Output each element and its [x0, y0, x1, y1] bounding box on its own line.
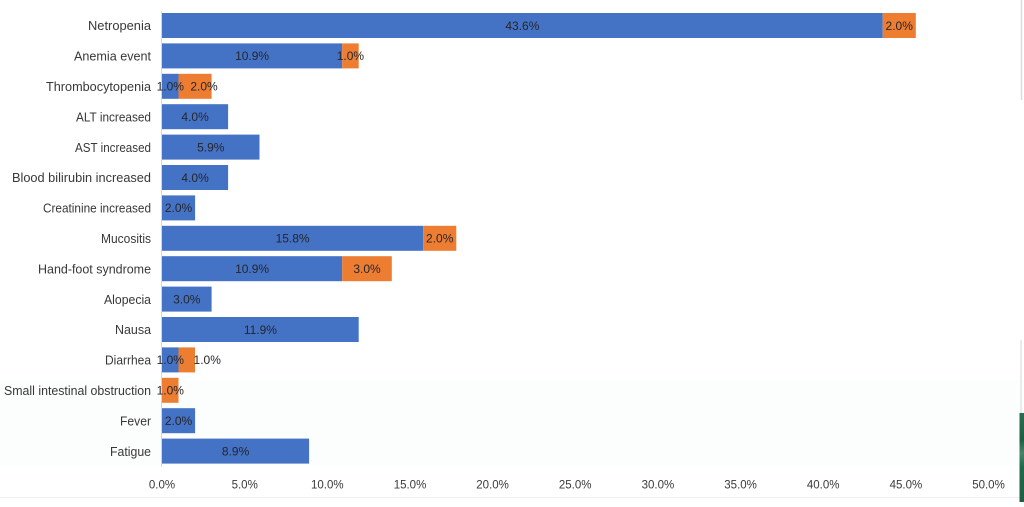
svg-text:Fatigue: Fatigue — [110, 444, 151, 459]
svg-text:45.0%: 45.0% — [890, 480, 923, 492]
svg-text:40.0%: 40.0% — [807, 480, 840, 492]
svg-text:1.0%: 1.0% — [337, 49, 365, 63]
svg-text:2.0%: 2.0% — [165, 414, 193, 428]
svg-text:Netropenia: Netropenia — [88, 18, 152, 33]
svg-text:5.0%: 5.0% — [232, 480, 258, 492]
svg-text:15.8%: 15.8% — [276, 232, 310, 246]
svg-text:1.0%: 1.0% — [157, 353, 185, 367]
svg-text:Small intestinal obstruction: Small intestinal obstruction — [4, 383, 151, 398]
svg-text:Thrombocytopenia: Thrombocytopenia — [46, 79, 152, 94]
svg-text:3.0%: 3.0% — [173, 292, 201, 306]
svg-text:10.9%: 10.9% — [235, 49, 269, 63]
svg-text:AST increased: AST increased — [75, 140, 151, 155]
svg-text:Anemia event: Anemia event — [74, 49, 151, 64]
svg-text:Blood bilirubin increased: Blood bilirubin increased — [12, 170, 151, 185]
svg-text:1.0%: 1.0% — [157, 384, 185, 398]
svg-text:2.0%: 2.0% — [426, 232, 454, 246]
svg-text:2.0%: 2.0% — [165, 201, 193, 215]
svg-text:43.6%: 43.6% — [505, 19, 539, 33]
svg-text:ALT increased: ALT increased — [76, 109, 151, 124]
svg-text:10.9%: 10.9% — [235, 262, 269, 276]
svg-text:8.9%: 8.9% — [222, 444, 250, 458]
svg-text:35.0%: 35.0% — [724, 480, 757, 492]
svg-text:50.0%: 50.0% — [972, 480, 1005, 492]
svg-text:Hand-foot syndrome: Hand-foot syndrome — [38, 261, 151, 276]
svg-text:Diarrhea: Diarrhea — [105, 353, 152, 368]
svg-text:2.0%: 2.0% — [190, 80, 218, 94]
svg-text:2.0%: 2.0% — [886, 19, 914, 33]
svg-text:Fever: Fever — [120, 413, 152, 428]
svg-text:1.0%: 1.0% — [157, 80, 185, 94]
svg-text:1.0%: 1.0% — [194, 353, 222, 367]
svg-text:20.0%: 20.0% — [476, 480, 509, 492]
svg-text:Alopecia: Alopecia — [104, 292, 152, 307]
svg-text:15.0%: 15.0% — [394, 480, 427, 492]
svg-text:Creatinine increased: Creatinine increased — [43, 201, 151, 216]
svg-text:25.0%: 25.0% — [559, 480, 592, 492]
svg-text:Nausa: Nausa — [115, 322, 152, 337]
svg-text:5.9%: 5.9% — [197, 140, 225, 154]
svg-text:10.0%: 10.0% — [311, 480, 344, 492]
svg-text:4.0%: 4.0% — [181, 110, 209, 124]
svg-text:30.0%: 30.0% — [642, 480, 675, 492]
svg-text:Mucositis: Mucositis — [101, 231, 151, 246]
svg-text:0.0%: 0.0% — [149, 480, 175, 492]
svg-text:11.9%: 11.9% — [244, 323, 277, 337]
svg-text:4.0%: 4.0% — [181, 171, 209, 185]
svg-text:3.0%: 3.0% — [353, 262, 381, 276]
